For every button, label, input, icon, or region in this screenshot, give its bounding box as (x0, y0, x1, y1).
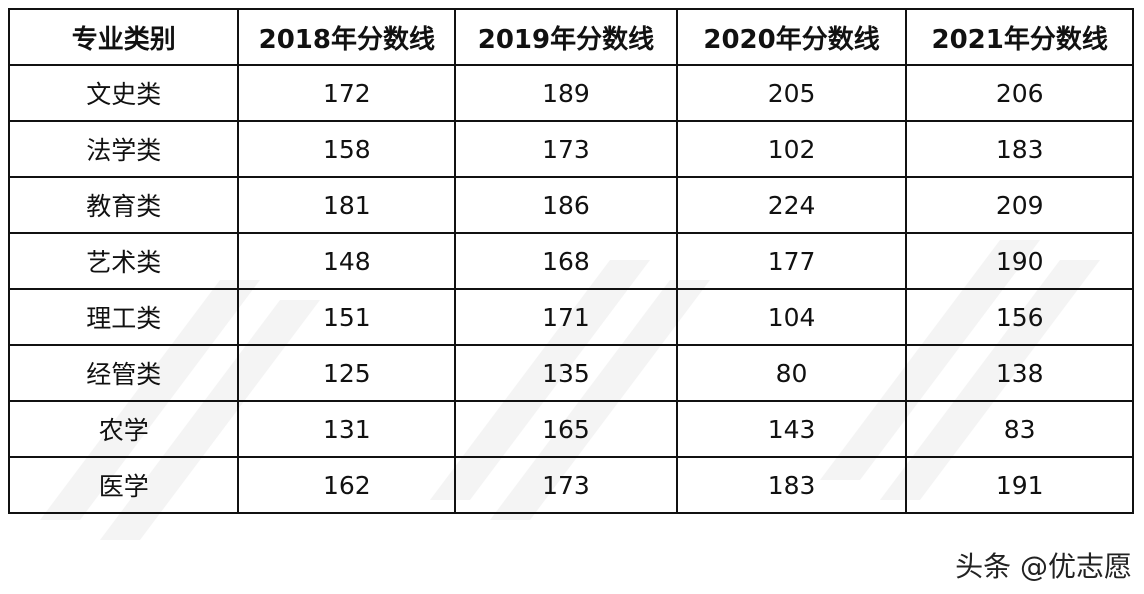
score-cell: 148 (237, 232, 457, 290)
score-cell: 135 (454, 344, 678, 402)
score-cell: 183 (905, 120, 1134, 178)
score-cell: 156 (905, 288, 1134, 346)
header-row: 专业类别 2018年分数线 2019年分数线 2020年分数线 2021年分数线 (7, 8, 1134, 66)
score-cell: 224 (675, 176, 908, 234)
category-cell: 农学 (7, 400, 240, 458)
score-cell: 143 (675, 400, 908, 458)
table-row: 农学 131 165 143 83 (7, 400, 1134, 458)
score-cell: 138 (905, 344, 1134, 402)
score-cell: 173 (454, 456, 678, 514)
column-header: 2019年分数线 (454, 8, 678, 66)
table-row: 文史类 172 189 205 206 (7, 64, 1134, 122)
score-cell: 168 (454, 232, 678, 290)
score-cell: 171 (454, 288, 678, 346)
score-cell: 173 (454, 120, 678, 178)
category-cell: 医学 (7, 456, 240, 514)
score-cell: 206 (905, 64, 1134, 122)
score-cell: 151 (237, 288, 457, 346)
category-cell: 艺术类 (7, 232, 240, 290)
score-cell: 80 (675, 344, 908, 402)
score-cell: 125 (237, 344, 457, 402)
score-cell: 209 (905, 176, 1134, 234)
score-cell: 162 (237, 456, 457, 514)
score-table: 专业类别 2018年分数线 2019年分数线 2020年分数线 2021年分数线 文史类… (7, 8, 1134, 514)
score-cell: 131 (237, 400, 457, 458)
score-cell: 158 (237, 120, 457, 178)
table-row: 医学 162 173 183 191 (7, 456, 1134, 514)
category-cell: 经管类 (7, 344, 240, 402)
column-header: 2018年分数线 (237, 8, 457, 66)
table-row: 理工类 151 171 104 156 (7, 288, 1134, 346)
score-cell: 177 (675, 232, 908, 290)
column-header: 专业类别 (7, 8, 240, 66)
score-cell: 191 (905, 456, 1134, 514)
score-cell: 102 (675, 120, 908, 178)
table-row: 艺术类 148 168 177 190 (7, 232, 1134, 290)
score-cell: 190 (905, 232, 1134, 290)
score-cell: 83 (905, 400, 1134, 458)
category-cell: 法学类 (7, 120, 240, 178)
score-cell: 181 (237, 176, 457, 234)
score-cell: 165 (454, 400, 678, 458)
column-header: 2021年分数线 (905, 8, 1134, 66)
category-cell: 教育类 (7, 176, 240, 234)
table-row: 经管类 125 135 80 138 (7, 344, 1134, 402)
source-credit: 头条 @优志愿 (955, 550, 1132, 583)
score-cell: 189 (454, 64, 678, 122)
category-cell: 理工类 (7, 288, 240, 346)
score-cell: 104 (675, 288, 908, 346)
category-cell: 文史类 (7, 64, 240, 122)
score-cell: 205 (675, 64, 908, 122)
table-row: 法学类 158 173 102 183 (7, 120, 1134, 178)
score-cell: 172 (237, 64, 457, 122)
score-cell: 186 (454, 176, 678, 234)
score-cell: 183 (675, 456, 908, 514)
column-header: 2020年分数线 (675, 8, 908, 66)
table-row: 教育类 181 186 224 209 (7, 176, 1134, 234)
